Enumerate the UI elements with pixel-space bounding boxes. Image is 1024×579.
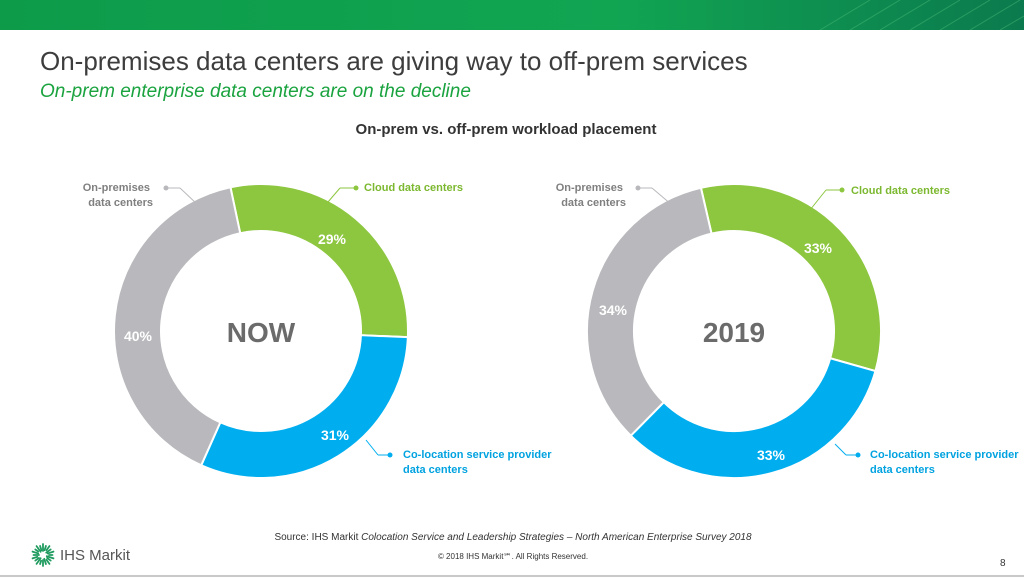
data-label-cloud: 33% (804, 240, 833, 256)
center-label-now: NOW (227, 317, 296, 348)
legend-label-cloud: Cloud data centers (851, 185, 950, 197)
source-title: Colocation Service and Leadership Strate… (361, 532, 752, 543)
footer-rule (0, 575, 1024, 577)
callout-colocation: Co-location service provider data center… (365, 439, 555, 476)
legend-label-cloud: Cloud data centers (364, 182, 463, 194)
page-number: 8 (1000, 558, 1006, 569)
donut-chart-2019: 33% 33% 34% 2019 On-premises data center… (556, 182, 1022, 479)
callout-cloud: Cloud data centers (809, 185, 950, 211)
legend-label-on-premises: On-premises data centers (556, 182, 626, 209)
data-label-cloud: 29% (318, 231, 347, 247)
slice-on-premises (113, 186, 242, 467)
slice-colocation (629, 356, 877, 479)
data-label-on-premises: 40% (124, 328, 153, 344)
source-note: Source: IHS Markit Colocation Service an… (0, 532, 1024, 543)
starburst-logo-icon (31, 543, 55, 567)
slice-on-premises (586, 186, 713, 438)
ihs-markit-logo: IHS Markit (30, 542, 130, 568)
copyright: © 2018 IHS Markit℠. All Rights Reserved. (437, 552, 589, 561)
callout-on-premises: On-premises data centers (556, 182, 673, 209)
data-label-colocation: 31% (321, 427, 350, 443)
header-band (0, 0, 1024, 30)
slide-subtitle: On-prem enterprise data centers are on t… (40, 81, 471, 102)
chart-title: On-prem vs. off-prem workload placement (355, 121, 657, 138)
callout-cloud: Cloud data centers (327, 182, 463, 203)
center-label-2019: 2019 (703, 317, 765, 348)
logo-text: IHS Markit (60, 546, 131, 564)
legend-label-colocation: Co-location service provider data center… (403, 449, 555, 476)
source-prefix: Source: IHS Markit (274, 532, 362, 543)
legend-label-colocation: Co-location service provider data center… (870, 449, 1022, 476)
legend-label-on-premises: On-premises data centers (83, 182, 153, 209)
slice-cloud (229, 183, 409, 339)
data-label-colocation: 33% (757, 447, 786, 463)
data-label-on-premises: 34% (599, 302, 628, 318)
callout-on-premises: On-premises data centers (83, 182, 199, 209)
donut-chart-now: 29% 31% 40% NOW On-premises data centers… (83, 182, 555, 479)
slide-title: On-premises data centers are giving way … (40, 46, 748, 76)
callout-colocation: Co-location service provider data center… (834, 443, 1022, 476)
slice-colocation (199, 334, 409, 479)
slice-cloud (699, 183, 882, 373)
